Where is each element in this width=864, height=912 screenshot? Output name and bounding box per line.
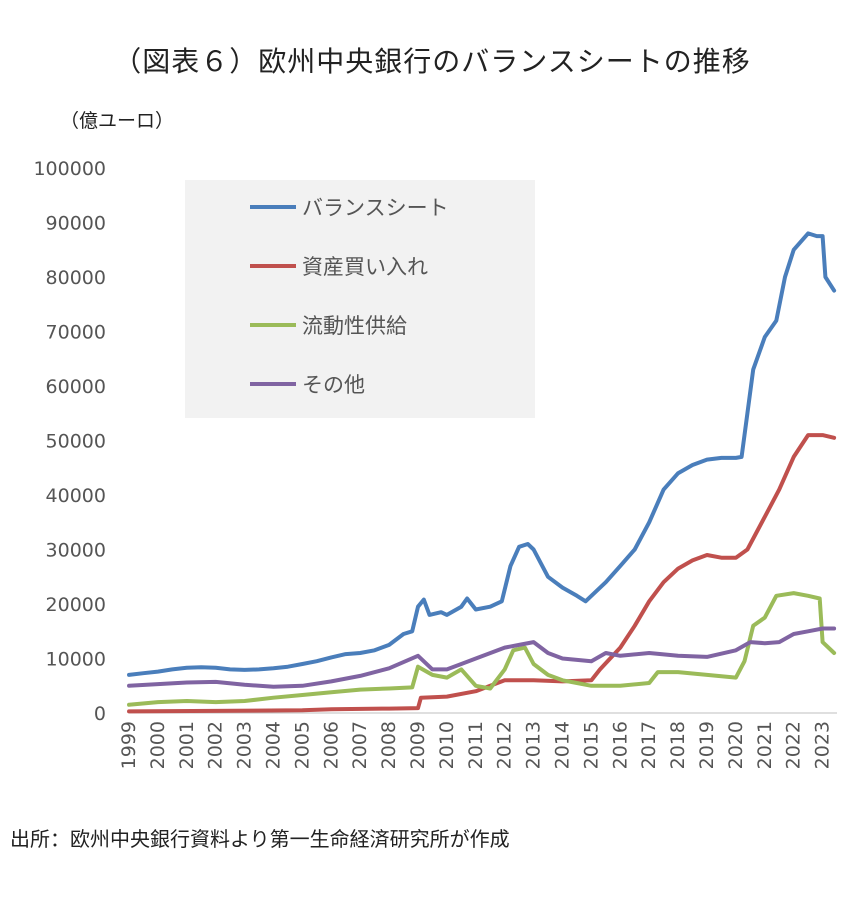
- y-tick-label: 10000: [46, 649, 106, 671]
- legend-label-4: その他: [302, 373, 365, 397]
- x-tick-label: 2001: [176, 721, 198, 769]
- x-tick-label: 2020: [725, 721, 747, 769]
- x-tick-label: 2019: [696, 721, 718, 769]
- y-tick-label: 90000: [46, 213, 106, 235]
- legend-label-3: 流動性供給: [302, 314, 407, 338]
- x-tick-label: 2018: [667, 721, 689, 769]
- chart-title: （図表６）欧州中央銀行のバランスシートの推移: [113, 45, 751, 78]
- x-tick-label: 2013: [523, 721, 545, 769]
- y-tick-label: 40000: [46, 485, 106, 507]
- x-tick-label: 2015: [580, 721, 602, 769]
- series-line-2: [127, 433, 837, 714]
- y-tick-label: 80000: [46, 267, 106, 289]
- y-tick-label: 30000: [46, 540, 106, 562]
- legend-label-2: 資産買い入れ: [302, 255, 428, 279]
- x-tick-label: 2006: [320, 721, 342, 769]
- x-tick-label: 2011: [465, 721, 487, 769]
- x-tick-label: 2004: [262, 721, 284, 769]
- legend-label-1: バランスシート: [302, 196, 449, 220]
- x-tick-label: 2012: [494, 721, 516, 769]
- x-tick-label: 2010: [436, 721, 458, 769]
- y-axis-ticks: 0 10000 20000 30000 40000 50000 60000 70000 8000…: [33, 158, 106, 725]
- x-tick-label: 2023: [812, 721, 834, 769]
- source-note: 出所：欧州中央銀行資料より第一生命経済研究所が作成: [10, 827, 510, 851]
- y-tick-label: 60000: [46, 376, 106, 398]
- x-tick-label: 2007: [349, 721, 371, 769]
- series-lines: [127, 231, 837, 714]
- x-tick-label: 2009: [407, 721, 429, 769]
- x-tick-label: 2008: [378, 721, 400, 769]
- x-tick-label: 2000: [147, 721, 169, 769]
- y-tick-label: 100000: [33, 158, 106, 180]
- x-tick-label: 1999: [118, 721, 140, 769]
- y-tick-label: 70000: [46, 322, 106, 344]
- legend-background: [185, 180, 535, 418]
- x-tick-label: 2016: [609, 721, 631, 769]
- series-line-3: [127, 591, 837, 707]
- x-tick-label: 2002: [205, 721, 227, 769]
- x-tick-label: 2005: [291, 721, 313, 769]
- x-tick-label: 2003: [234, 721, 256, 769]
- y-axis-unit-label: （億ユーロ）: [60, 110, 175, 132]
- y-tick-label: 20000: [46, 594, 106, 616]
- x-tick-label: 2021: [754, 721, 776, 769]
- series-line-1: [127, 231, 837, 677]
- x-tick-label: 2017: [638, 721, 660, 769]
- y-tick-label: 50000: [46, 431, 106, 453]
- y-tick-label: 0: [94, 703, 106, 725]
- x-tick-label: 2014: [551, 721, 573, 769]
- series-line-4: [127, 626, 837, 689]
- x-axis-ticks: 1999 2000 2001 2002 2003 2004 2005 2006 2007 2008…: [118, 721, 834, 769]
- x-tick-label: 2022: [783, 721, 805, 769]
